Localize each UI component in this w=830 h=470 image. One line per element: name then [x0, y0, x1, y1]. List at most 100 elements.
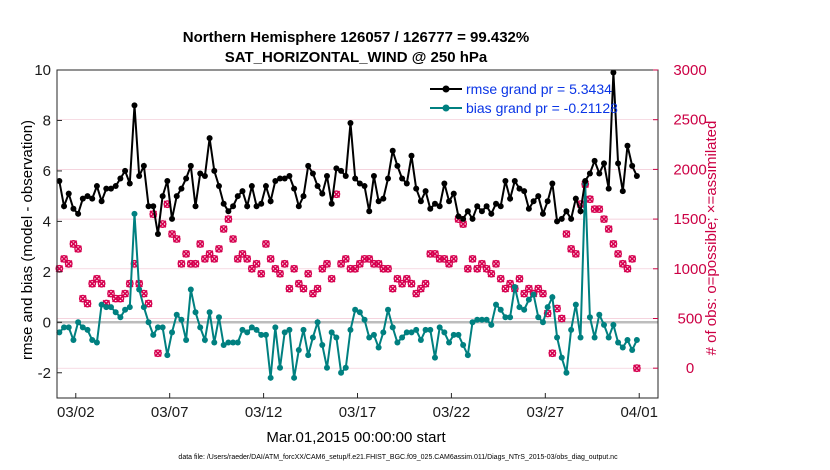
obs-assimilated-point-22 — [158, 220, 167, 228]
y2-tick-label-6: 3000 — [673, 62, 706, 79]
rmse-point-107 — [558, 215, 565, 222]
bias-point-52 — [300, 326, 307, 333]
rmse-point-109 — [568, 215, 575, 222]
obs-possible-point-75 — [407, 279, 416, 288]
bias-point-26 — [178, 316, 185, 323]
legend-rmse-marker — [442, 85, 450, 93]
y-tick-label-0: -2 — [38, 365, 51, 382]
rmse-point-6 — [84, 193, 91, 200]
rmse-point-53 — [305, 162, 312, 169]
rmse-point-86 — [460, 215, 467, 222]
bias-point-1 — [61, 324, 68, 331]
obs-assimilated-point-50 — [290, 265, 298, 273]
bias-point-108 — [563, 369, 570, 376]
bias-point-13 — [117, 314, 124, 321]
bias-point-79 — [427, 326, 434, 333]
bias-point-55 — [314, 319, 321, 326]
x-tick-label-2: 03/12 — [245, 404, 283, 421]
obs-possible-point-89 — [473, 264, 482, 273]
bias-point-48 — [281, 329, 288, 336]
obs-possible-point-29 — [191, 259, 200, 268]
bias-point-63 — [352, 306, 359, 313]
bias-point-38 — [234, 339, 241, 346]
bias-point-102 — [535, 314, 542, 321]
obs-possible-point-45 — [266, 254, 275, 263]
obs-assimilated-point-84 — [449, 255, 458, 263]
obs-possible-point-80 — [431, 249, 439, 258]
bias-point-22 — [159, 324, 166, 331]
bias-point-76 — [413, 326, 420, 333]
obs-assimilated-point-26 — [177, 260, 186, 268]
rmse-point-44 — [262, 183, 269, 190]
bias-line — [58, 183, 638, 378]
rmse-point-123 — [633, 172, 640, 179]
bias-point-32 — [206, 309, 213, 316]
rmse-point-59 — [333, 165, 340, 172]
obs-possible-point-109 — [567, 245, 576, 253]
bias-point-66 — [366, 334, 373, 341]
rmse-point-24 — [169, 215, 176, 222]
bias-point-62 — [347, 326, 354, 333]
bias-point-58 — [328, 329, 335, 336]
bias-point-28 — [187, 286, 194, 293]
obs-assimilated-point-115 — [595, 205, 604, 213]
bias-point-71 — [389, 324, 396, 331]
obs-possible-point-6 — [83, 299, 92, 308]
bias-point-20 — [150, 331, 157, 338]
obs-possible-point-9 — [97, 279, 106, 288]
y-tick-label-6: 10 — [34, 62, 51, 79]
bias-point-33 — [211, 339, 218, 346]
bias-point-39 — [239, 326, 246, 333]
bias-point-85 — [455, 331, 462, 338]
obs-assimilated-point-44 — [262, 240, 270, 248]
x-tick-label-4: 03/22 — [433, 404, 471, 421]
rmse-point-81 — [436, 203, 443, 210]
obs-possible-point-108 — [562, 230, 571, 238]
rmse-point-16 — [131, 102, 138, 109]
bias-point-94 — [497, 306, 504, 313]
rmse-point-87 — [464, 208, 471, 215]
y-tick-label-2: 2 — [43, 264, 51, 281]
obs-assimilated-point-43 — [257, 269, 266, 278]
rmse-point-49 — [286, 172, 293, 179]
bias-point-53 — [305, 352, 312, 359]
rmse-point-46 — [272, 178, 279, 185]
rmse-point-20 — [150, 203, 157, 210]
rmse-point-15 — [126, 180, 133, 187]
bias-point-115 — [596, 311, 603, 318]
rmse-point-61 — [342, 172, 349, 179]
rmse-point-29 — [192, 203, 199, 210]
obs-possible-point-72 — [393, 274, 402, 283]
rmse-point-100 — [525, 205, 532, 212]
bias-point-30 — [197, 324, 204, 331]
rmse-point-36 — [225, 208, 232, 215]
bias-point-5 — [79, 324, 86, 331]
obs-assimilated-point-42 — [252, 260, 261, 268]
y2-tick-label-3: 1500 — [673, 211, 706, 228]
obs-possible-point-2 — [64, 259, 73, 268]
bias-point-47 — [277, 364, 284, 371]
obs-assimilated-point-123 — [633, 364, 641, 372]
bias-point-40 — [244, 329, 251, 336]
rmse-point-62 — [347, 119, 354, 126]
rmse-point-106 — [554, 218, 561, 225]
bias-point-88 — [469, 319, 476, 326]
obs-assimilated-point-47 — [276, 269, 284, 278]
rmse-point-88 — [469, 215, 476, 222]
obs-possible-point-98 — [515, 274, 524, 283]
rmse-point-27 — [183, 175, 190, 182]
y2-tick-label-5: 2500 — [673, 112, 706, 129]
y-axis-label: rmse and bias (model - observation) — [19, 120, 36, 360]
rmse-point-98 — [516, 185, 523, 192]
rmse-point-26 — [178, 185, 185, 192]
rmse-point-114 — [591, 157, 598, 164]
obs-possible-point-66 — [365, 254, 374, 263]
obs-assimilated-point-55 — [313, 284, 322, 293]
rmse-point-75 — [408, 152, 415, 159]
bias-point-43 — [258, 331, 265, 338]
bias-point-9 — [98, 301, 105, 308]
obs-assimilated-point-107 — [557, 314, 566, 323]
obs-possible-point-47 — [276, 269, 284, 278]
rmse-point-95 — [502, 178, 509, 185]
obs-possible-point-62 — [346, 264, 355, 273]
